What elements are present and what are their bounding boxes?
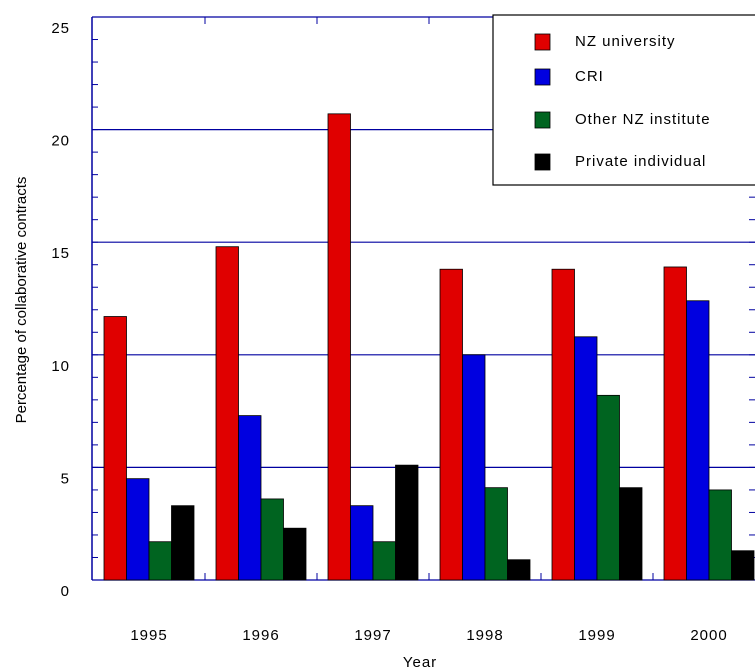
- bar: [372, 541, 396, 581]
- bar: [462, 354, 486, 581]
- x-tick-label: 1998: [466, 627, 503, 644]
- legend-swatch: [534, 153, 551, 171]
- legend-label: Other NZ institute: [575, 111, 711, 128]
- bar: [551, 268, 575, 581]
- bar: [731, 550, 755, 581]
- y-tick-label: 15: [51, 245, 70, 262]
- bar: [238, 415, 262, 581]
- y-tick-label: 5: [61, 470, 70, 487]
- legend-swatch: [534, 68, 551, 86]
- x-tick-label: 1996: [242, 627, 279, 644]
- bar: [148, 541, 172, 581]
- legend-label: CRI: [575, 68, 604, 85]
- bar: [439, 268, 463, 581]
- bar: [507, 559, 531, 581]
- legend-swatch: [534, 111, 551, 129]
- bar: [171, 505, 195, 581]
- x-tick-label: 1999: [578, 627, 615, 644]
- bar: [574, 336, 598, 581]
- legend-swatch: [534, 33, 551, 51]
- y-tick-label: 20: [51, 133, 70, 150]
- bar: [395, 464, 419, 581]
- y-tick-label: 10: [51, 358, 70, 375]
- bar: [103, 316, 127, 581]
- y-tick-label: 0: [61, 583, 70, 600]
- bar: [484, 487, 508, 581]
- x-axis-label: Year: [403, 654, 437, 671]
- bar: [327, 113, 351, 581]
- bar: [596, 394, 620, 581]
- bar: [215, 246, 239, 581]
- y-tick-label: 25: [51, 20, 70, 37]
- bar: [619, 487, 643, 581]
- y-axis-label: Percentage of collaborative contracts: [13, 177, 30, 424]
- bar: [686, 300, 710, 581]
- x-tick-label: 1997: [354, 627, 391, 644]
- legend-label: NZ university: [575, 33, 676, 50]
- bar: [350, 505, 374, 581]
- legend-label: Private individual: [575, 153, 706, 170]
- bar: [126, 478, 150, 581]
- x-tick-label: 2000: [690, 627, 727, 644]
- x-tick-label: 1995: [130, 627, 167, 644]
- bar: [283, 527, 307, 581]
- bar: [260, 498, 284, 581]
- bar: [708, 489, 732, 581]
- bar: [663, 266, 687, 581]
